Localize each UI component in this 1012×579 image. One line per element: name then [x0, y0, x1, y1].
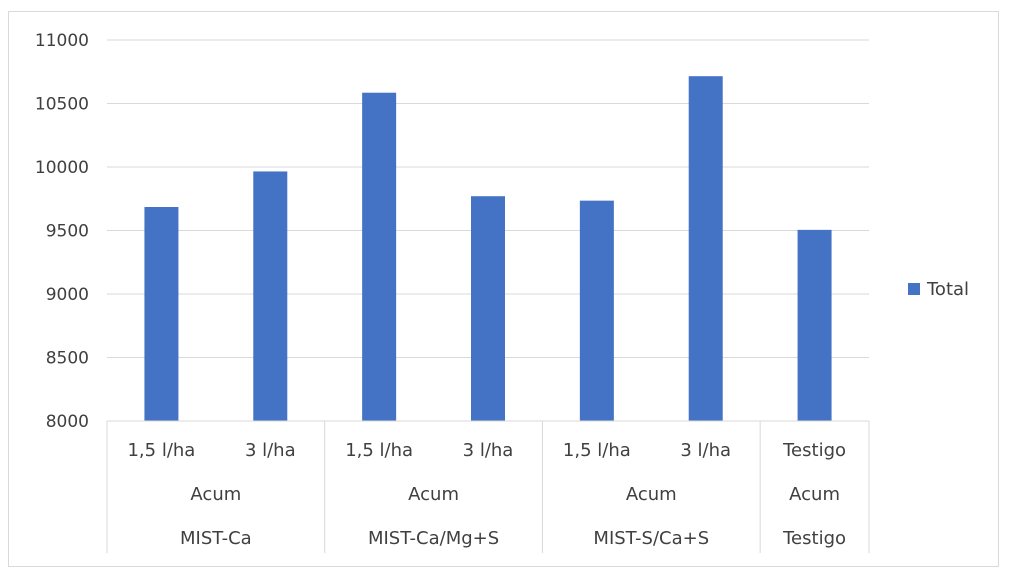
y-tick-label: 11000 [35, 31, 89, 51]
y-tick-label: 8500 [46, 349, 89, 369]
y-tick-label: 9000 [46, 285, 89, 305]
group-label-level3: Testigo [782, 528, 846, 549]
bar [688, 76, 723, 421]
y-tick-label: 9500 [46, 222, 89, 242]
group-label-level2: Acum [408, 484, 459, 505]
bar [471, 196, 505, 421]
group-label-level2: Acum [626, 484, 677, 505]
bar [362, 92, 397, 421]
group-label-level3: MIST-Ca/Mg+S [368, 528, 499, 549]
y-tick-label: 10000 [35, 158, 89, 178]
x-tick-label: Testigo [782, 440, 846, 461]
group-label-level2: Acum [190, 484, 241, 505]
group-label-level3: MIST-S/Ca+S [593, 528, 709, 549]
bar [144, 207, 179, 421]
bar [579, 200, 614, 421]
x-tick-label: 1,5 l/ha [127, 440, 195, 461]
x-tick-label: 1,5 l/ha [563, 440, 631, 461]
legend-swatch [908, 283, 920, 295]
x-tick-label: 3 l/ha [463, 440, 514, 461]
group-label-level2: Acum [789, 484, 840, 505]
y-tick-label: 10500 [35, 95, 89, 115]
bar [797, 229, 832, 421]
group-label-level3: MIST-Ca [180, 528, 252, 549]
x-tick-label: 3 l/ha [680, 440, 731, 461]
bar [253, 171, 288, 421]
legend-label: Total [926, 279, 969, 300]
y-tick-label: 8000 [46, 412, 89, 432]
x-tick-label: 1,5 l/ha [345, 440, 413, 461]
x-tick-label: 3 l/ha [245, 440, 296, 461]
